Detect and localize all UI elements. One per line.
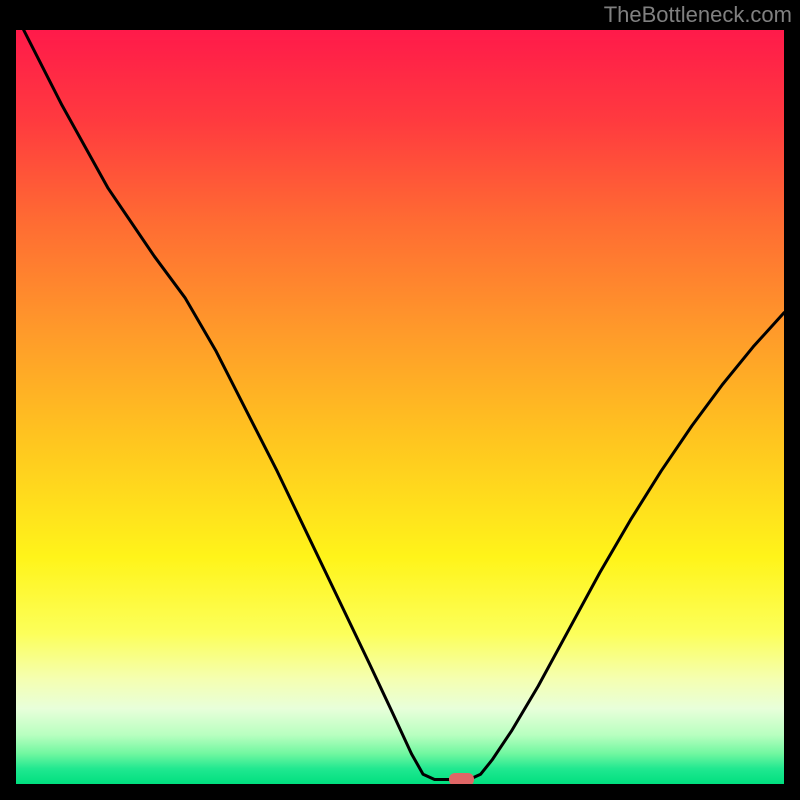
sweet-spot-marker [449, 773, 474, 784]
watermark-text: TheBottleneck.com [604, 2, 792, 28]
plot-area [16, 30, 784, 784]
bottleneck-curve [16, 30, 784, 784]
chart-container: TheBottleneck.com [0, 0, 800, 800]
